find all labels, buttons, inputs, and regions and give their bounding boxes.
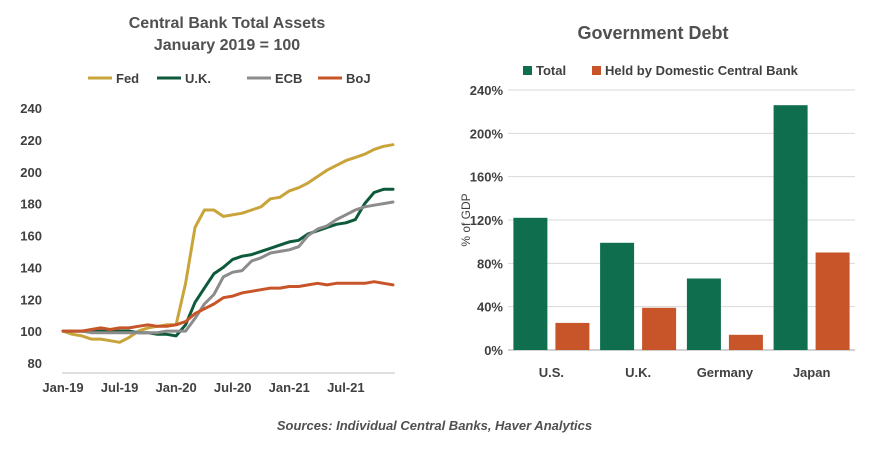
x-tick-label: Jan-20 bbox=[156, 380, 197, 395]
legend-swatch-total bbox=[523, 66, 532, 75]
right-chart-title: Government Debt bbox=[577, 23, 728, 43]
y-tick-label: 240% bbox=[470, 83, 504, 98]
left-chart-y-axis: 80 100 120 140 160 180 200 220 240 bbox=[20, 101, 42, 371]
legend-label-boj: BoJ bbox=[346, 71, 371, 86]
y-tick-label: 160 bbox=[20, 229, 42, 244]
legend-swatch-held-by-domestic-central-bank bbox=[592, 66, 601, 75]
right-chart-bars bbox=[513, 105, 850, 351]
y-tick-label: 0% bbox=[484, 343, 503, 358]
x-tick-label: Jul-20 bbox=[214, 380, 252, 395]
y-tick-label: 220 bbox=[20, 133, 42, 148]
legend-label-ecb: ECB bbox=[275, 71, 302, 86]
bar-held-by-domestic-central-bank-u-s bbox=[555, 322, 590, 350]
legend-label-held-by-domestic-central-bank: Held by Domestic Central Bank bbox=[605, 63, 799, 78]
bar-total-u-s bbox=[513, 217, 548, 350]
y-tick-label: 200 bbox=[20, 165, 42, 180]
right-chart-y-axis-label: % of GDP bbox=[459, 193, 473, 246]
x-tick-label: Japan bbox=[793, 365, 831, 380]
series-line-boj bbox=[61, 280, 395, 333]
legend-label-u-k: U.K. bbox=[185, 71, 211, 86]
bar-held-by-domestic-central-bank-japan bbox=[815, 252, 850, 350]
series-line-ecb bbox=[61, 200, 395, 335]
bar-total-germany bbox=[686, 278, 721, 350]
y-tick-label: 40% bbox=[477, 300, 503, 315]
y-tick-label: 240 bbox=[20, 101, 42, 116]
right-chart-legend: Total Held by Domestic Central Bank bbox=[523, 63, 799, 78]
y-tick-label: 80% bbox=[477, 256, 503, 271]
x-tick-label: U.S. bbox=[539, 365, 564, 380]
left-chart-legend: Fed U.K. ECB BoJ bbox=[88, 71, 371, 86]
left-chart-subtitle: January 2019 = 100 bbox=[154, 37, 300, 54]
x-tick-label: Jan-21 bbox=[269, 380, 310, 395]
left-chart-x-axis: Jan-19 Jul-19 Jan-20 Jul-20 Jan-21 Jul-21 bbox=[42, 380, 364, 395]
x-tick-label: Jan-19 bbox=[42, 380, 83, 395]
legend-label-fed: Fed bbox=[116, 71, 139, 86]
sources-note: Sources: Individual Central Banks, Haver… bbox=[276, 418, 593, 433]
left-chart-title: Central Bank Total Assets bbox=[129, 15, 326, 32]
y-tick-label: 140 bbox=[20, 260, 42, 275]
y-tick-label: 200% bbox=[470, 126, 504, 141]
right-chart-y-axis: 0% 40% 80% 120% 160% 200% 240% bbox=[470, 83, 504, 358]
y-tick-label: 100 bbox=[20, 324, 42, 339]
x-tick-label: Jul-19 bbox=[101, 380, 139, 395]
series-line-fed bbox=[61, 143, 395, 344]
bar-total-japan bbox=[773, 105, 808, 350]
y-tick-label: 120 bbox=[20, 292, 42, 307]
legend-label-total: Total bbox=[536, 63, 566, 78]
left-chart-series bbox=[61, 143, 395, 344]
government-debt-chart: Government Debt Total Held by Domestic Ce… bbox=[459, 23, 855, 380]
y-tick-label: 80 bbox=[28, 356, 42, 371]
central-bank-assets-chart: Central Bank Total Assets January 2019 =… bbox=[20, 15, 395, 395]
x-tick-label: Germany bbox=[697, 365, 754, 380]
y-tick-label: 160% bbox=[470, 170, 504, 185]
bar-total-u-k bbox=[600, 242, 635, 351]
bar-held-by-domestic-central-bank-u-k bbox=[642, 307, 677, 351]
bar-held-by-domestic-central-bank-germany bbox=[728, 334, 763, 350]
series-line-u-k bbox=[61, 187, 395, 338]
right-chart-x-axis: U.S. U.K. Germany Japan bbox=[539, 365, 831, 380]
y-tick-label: 180 bbox=[20, 197, 42, 212]
x-tick-label: U.K. bbox=[625, 365, 651, 380]
x-tick-label: Jul-21 bbox=[327, 380, 365, 395]
y-tick-label: 120% bbox=[470, 213, 504, 228]
